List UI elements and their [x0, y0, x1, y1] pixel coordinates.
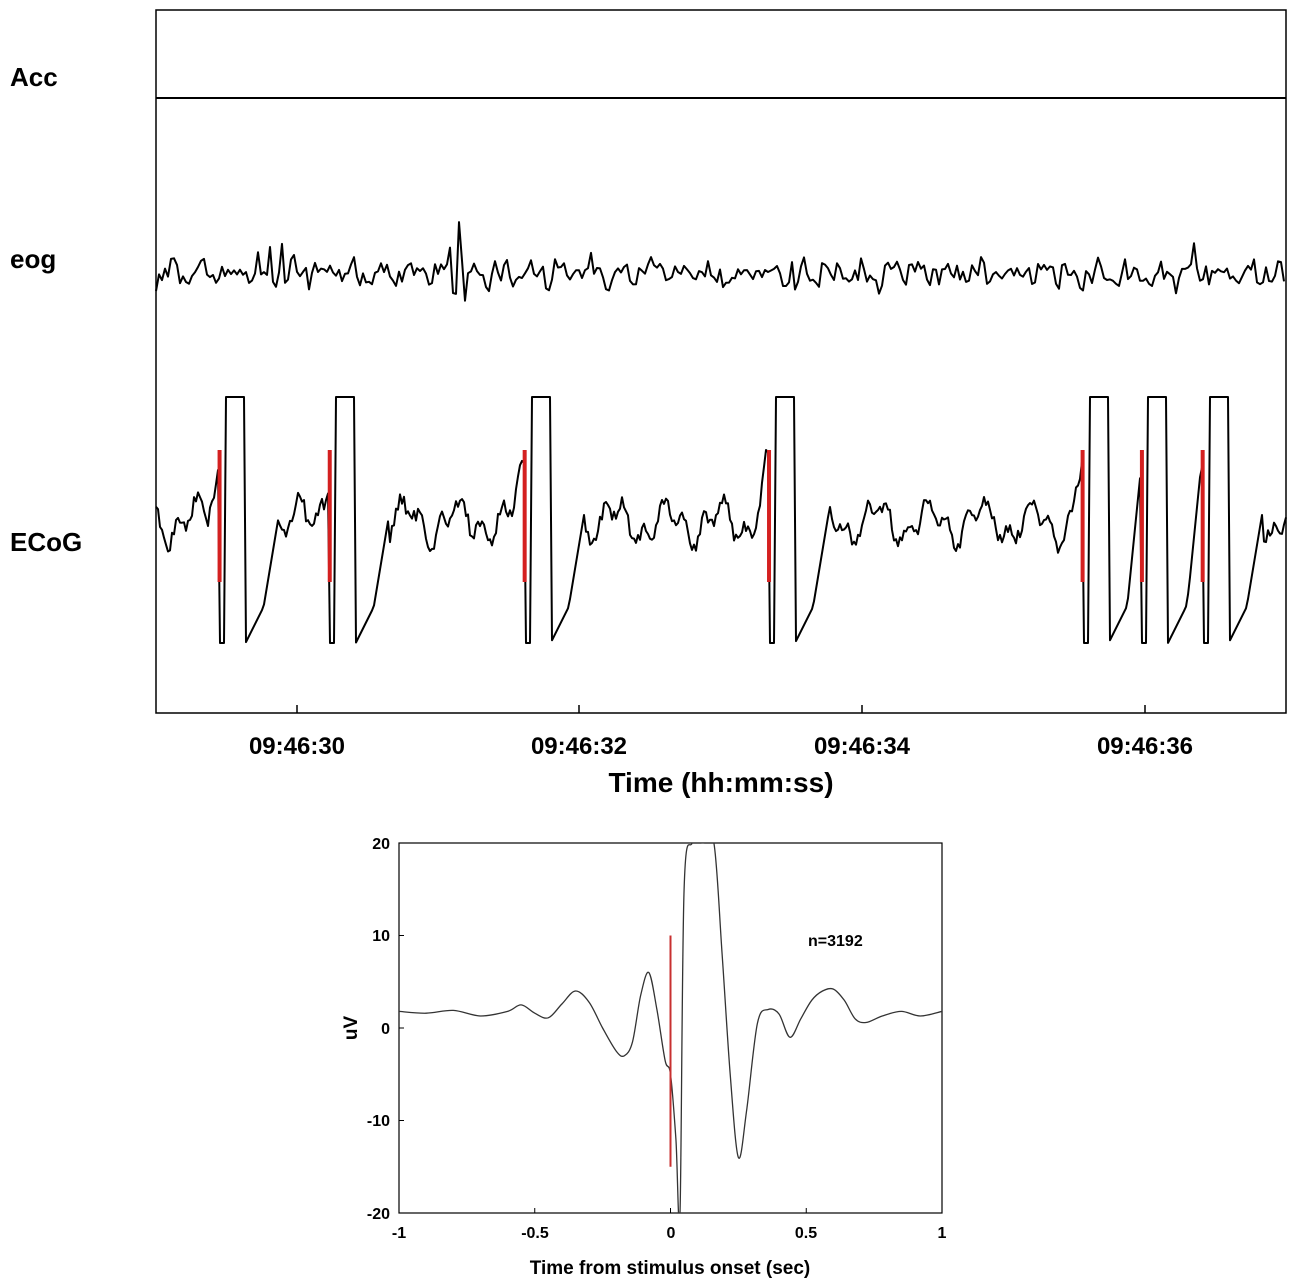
top-x-axis-label: Time (hh:mm:ss) [608, 767, 833, 798]
x-tick-label: -1 [392, 1225, 406, 1242]
y-tick-label: -20 [367, 1206, 390, 1223]
x-tick-label: -0.5 [521, 1225, 549, 1242]
bottom-y-axis-label: uV [341, 1016, 362, 1041]
channel-label-eog: eog [10, 244, 56, 274]
channel-label-acc: Acc [10, 62, 58, 92]
sample-count-annotation: n=3192 [808, 933, 863, 950]
y-tick-label: -10 [367, 1113, 390, 1130]
top-plot-frame [155, 9, 1287, 714]
top-x-axis: 09:46:30 09:46:32 09:46:34 09:46:36 Time… [249, 705, 1193, 798]
ecog-trace [155, 396, 1287, 644]
y-tick-label: 0 [381, 1021, 390, 1038]
bottom-axes-ticks [398, 842, 943, 1214]
x-tick-label: 0 [667, 1225, 676, 1242]
x-tick-label: 09:46:32 [531, 733, 627, 760]
y-tick-label: 20 [372, 836, 390, 853]
x-tick-label: 09:46:36 [1097, 733, 1193, 760]
channel-label-ecog: ECoG [10, 527, 82, 557]
average-response-trace [399, 843, 942, 1213]
bottom-x-axis-label: Time from stimulus onset (sec) [530, 1258, 811, 1279]
x-tick-label: 0.5 [795, 1225, 817, 1242]
y-tick-label: 10 [372, 928, 390, 945]
x-tick-label: 1 [938, 1225, 947, 1242]
eog-trace [155, 221, 1285, 302]
stimulus-markers [217, 450, 1205, 582]
x-tick-label: 09:46:30 [249, 733, 345, 760]
x-tick-label: 09:46:34 [814, 733, 911, 760]
top-panel: Acc eog ECoG 09:46:30 09:46:32 09:46:34 … [10, 9, 1287, 798]
bottom-panel: 20 10 0 -10 -20 -1 -0.5 0 0.5 1 Time fro… [341, 836, 947, 1279]
